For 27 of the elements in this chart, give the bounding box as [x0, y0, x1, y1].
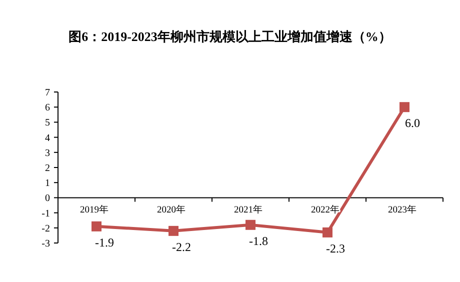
chart-title: 图6：2019-2023年柳州市规模以上工业增加值增速（%）	[68, 29, 392, 44]
data-label: 6.0	[405, 116, 420, 130]
y-tick-label: 6	[45, 102, 50, 114]
y-tick-label: 4	[45, 132, 50, 144]
data-label: -2.2	[172, 240, 191, 254]
data-label: -2.3	[326, 241, 345, 256]
x-tick-label: 2023年	[388, 204, 417, 216]
y-tick-label: 5	[45, 118, 50, 129]
y-tick-label: 3	[45, 148, 50, 159]
point	[168, 226, 178, 236]
y-tick-label: 2	[45, 163, 50, 174]
x-tick-label: 2019年	[80, 204, 109, 216]
point	[246, 220, 256, 230]
y-tick-label: -2	[42, 223, 50, 234]
y-tick-label: 1	[45, 178, 50, 190]
data-label: -1.9	[95, 235, 114, 250]
point	[400, 102, 410, 112]
y-tick-label: -3	[42, 238, 50, 250]
point	[92, 221, 102, 232]
x-tick-label: 2022年	[311, 204, 340, 216]
point	[322, 227, 332, 238]
data-label: -1.8	[249, 234, 268, 248]
y-tick-label: -1	[42, 208, 50, 220]
y-tick-label: 0	[45, 193, 50, 204]
x-tick-label: 2021年	[234, 204, 263, 216]
x-tick-label: 2020年	[157, 204, 186, 216]
y-tick-label: 7	[45, 88, 50, 98]
